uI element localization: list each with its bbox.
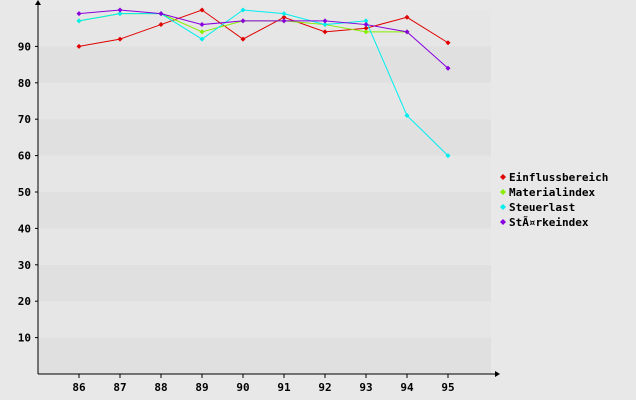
legend-label: StÃ¤rkeindex [509, 216, 589, 229]
data-point [199, 36, 205, 42]
data-point [76, 11, 82, 17]
data-point [404, 113, 410, 119]
x-tick-label: 86 [72, 381, 86, 394]
x-tick-label: 88 [154, 381, 167, 394]
data-point [445, 153, 451, 159]
y-tick-label: 20 [18, 295, 31, 308]
legend: Einflussbereich Materialindex Steuerlast St… [500, 171, 608, 229]
grid-band [38, 264, 491, 302]
grid-band [38, 192, 491, 229]
data-point [445, 40, 451, 46]
data-point [363, 25, 369, 31]
data-point [445, 65, 451, 71]
data-point [363, 22, 369, 28]
grid-band [38, 82, 491, 120]
legend-marker [500, 189, 506, 195]
grid-band [38, 228, 491, 265]
x-axis-ticks: 86 87 88 89 90 91 92 93 94 95 [72, 374, 455, 394]
y-axis-arrow [35, 0, 41, 5]
y-tick-label: 40 [18, 222, 31, 235]
grid-band [38, 301, 491, 338]
grid-band [38, 337, 491, 374]
x-axis-arrow [495, 371, 500, 377]
data-point [117, 7, 123, 13]
series-2 [76, 7, 451, 159]
y-tick-label: 60 [18, 150, 31, 163]
x-tick-label: 92 [318, 381, 331, 394]
data-point [281, 11, 287, 17]
x-tick-label: 90 [236, 381, 249, 394]
grid-band [38, 46, 491, 83]
x-tick-label: 91 [277, 381, 291, 394]
series-3 [76, 7, 451, 71]
data-point [76, 43, 82, 49]
data-point [158, 11, 164, 17]
data-point [404, 29, 410, 35]
y-tick-label: 30 [18, 259, 31, 272]
data-point [281, 18, 287, 24]
x-tick-label: 94 [400, 381, 414, 394]
data-point [76, 18, 82, 24]
series-0 [76, 7, 451, 49]
legend-label: Einflussbereich [509, 171, 608, 184]
series-line [78, 9, 449, 69]
legend-marker [500, 174, 506, 180]
data-point [281, 14, 287, 20]
data-point [322, 29, 328, 35]
y-tick-label: 70 [18, 113, 31, 126]
legend-marker [500, 219, 506, 225]
data-point [240, 18, 246, 24]
x-tick-label: 89 [195, 381, 208, 394]
data-point [199, 22, 205, 28]
data-point [322, 18, 328, 24]
grid-band [38, 155, 491, 192]
data-point [158, 22, 164, 28]
y-axis-ticks: 10 20 30 40 50 60 70 80 90 [18, 40, 38, 345]
plot-bands [38, 10, 491, 374]
series-line [78, 9, 449, 156]
x-tick-label: 93 [359, 381, 372, 394]
legend-label: Materialindex [509, 186, 595, 199]
data-point [322, 22, 328, 28]
y-tick-label: 80 [18, 77, 31, 90]
legend-label: Steuerlast [509, 201, 575, 214]
series-line [78, 9, 449, 47]
y-tick-label: 50 [18, 186, 31, 199]
x-tick-label: 87 [113, 381, 126, 394]
data-point [117, 36, 123, 42]
data-point [240, 7, 246, 13]
y-tick-label: 90 [18, 40, 31, 53]
axes [35, 0, 500, 377]
data-point [240, 36, 246, 42]
data-point [363, 18, 369, 24]
legend-marker [500, 204, 506, 210]
data-point [117, 11, 123, 17]
data-point [199, 29, 205, 35]
data-point [363, 29, 369, 35]
data-point [199, 7, 205, 13]
series-group [76, 7, 451, 159]
y-tick-label: 10 [18, 332, 31, 345]
x-tick-label: 95 [441, 381, 454, 394]
grid-band [38, 119, 491, 156]
data-point [404, 14, 410, 20]
